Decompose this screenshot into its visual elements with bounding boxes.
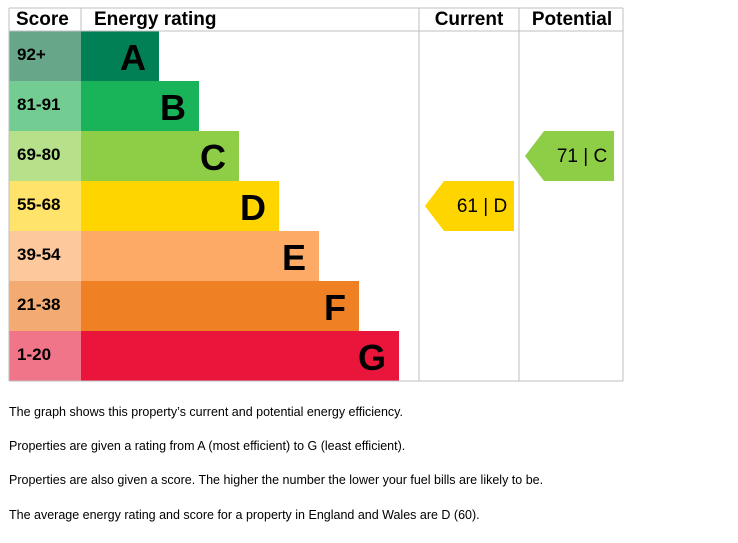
- potential-arrow-label: 71 | C: [557, 146, 607, 167]
- score-cell-e: [9, 231, 81, 281]
- score-label-f: 21-38: [17, 295, 60, 314]
- energy-rating-chart: Score Energy rating Current Potential 92…: [8, 7, 624, 382]
- band-letter-a: A: [120, 37, 146, 78]
- band-letter-f: F: [324, 287, 346, 328]
- header-current: Current: [435, 9, 504, 30]
- current-arrow: [425, 181, 514, 231]
- band-letter-g: G: [358, 337, 386, 378]
- score-cell-c: [9, 131, 81, 181]
- band-bar-a: [81, 31, 159, 81]
- score-label-a: 92+: [17, 45, 46, 64]
- band-bar-b: [81, 81, 199, 131]
- description-line-4: The average energy rating and score for …: [9, 508, 480, 522]
- score-label-b: 81-91: [17, 95, 60, 114]
- score-label-d: 55-68: [17, 195, 60, 214]
- band-bar-f: [81, 281, 359, 331]
- score-cell-a: [9, 31, 81, 81]
- description-line-1: The graph shows this property’s current …: [9, 405, 403, 419]
- band-letter-b: B: [160, 87, 186, 128]
- header-energy-rating: Energy rating: [94, 9, 216, 30]
- band-letter-e: E: [282, 237, 306, 278]
- band-letter-d: D: [240, 187, 266, 228]
- score-label-e: 39-54: [17, 245, 61, 264]
- header-score: Score: [16, 9, 69, 30]
- band-bar-d: [81, 181, 279, 231]
- description-line-2: Properties are given a rating from A (mo…: [9, 439, 406, 453]
- rating-arrows: 61 | D 71 | C: [425, 131, 614, 231]
- current-arrow-label: 61 | D: [457, 196, 507, 217]
- band-letter-c: C: [200, 137, 226, 178]
- score-cell-d: [9, 181, 81, 231]
- chart-grid: [8, 7, 624, 382]
- description-line-3: Properties are also given a score. The h…: [9, 473, 544, 487]
- rating-bands: 92+ A 81-91 B 69-80 C 55-68 D 39-54 E 21-38 F 1-20 G: [9, 31, 399, 381]
- header-potential: Potential: [532, 9, 612, 30]
- score-cell-g: [9, 331, 81, 381]
- band-bar-g: [81, 331, 399, 381]
- score-label-c: 69-80: [17, 145, 60, 164]
- band-bar-c: [81, 131, 239, 181]
- score-cell-b: [9, 81, 81, 131]
- potential-arrow: [525, 131, 614, 181]
- band-bar-e: [81, 231, 319, 281]
- score-cell-f: [9, 281, 81, 331]
- score-label-g: 1-20: [17, 345, 51, 364]
